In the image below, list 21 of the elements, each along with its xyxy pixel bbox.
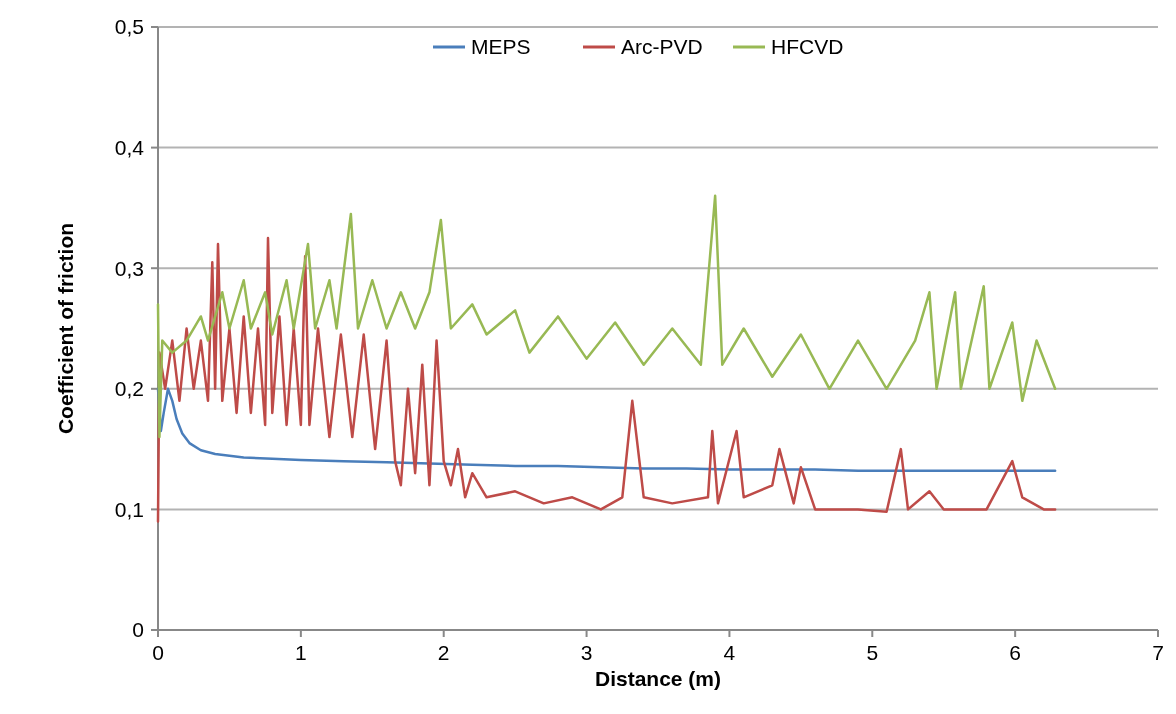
- x-tick-label: 2: [437, 641, 450, 664]
- x-tick-label: 7: [1152, 641, 1164, 664]
- line-series: [156, 194, 1057, 439]
- y-tick-label: 0,3: [114, 256, 144, 280]
- y-tick-label: 0: [132, 618, 144, 642]
- legend-label: Arc-PVD: [621, 35, 703, 59]
- legend-label: HFCVD: [771, 35, 844, 59]
- x-tick-label: 3: [580, 641, 593, 664]
- x-tick-label: 5: [866, 641, 879, 664]
- x-tick-label: 1: [295, 641, 307, 664]
- y-tick-label: 0,1: [114, 497, 144, 521]
- x-axis-title: Distance (m): [594, 667, 722, 690]
- legend-label: MEPS: [471, 35, 531, 59]
- x-tick-label: 0: [152, 641, 164, 664]
- line-series: [156, 236, 1057, 523]
- x-tick-label: 6: [1009, 641, 1021, 664]
- y-axis-title: Coefficient of friction: [54, 222, 77, 435]
- y-tick-label: 0,5: [114, 15, 144, 39]
- x-tick-label: 4: [723, 641, 736, 664]
- y-tick-label: 0,2: [114, 377, 144, 401]
- y-tick-label: 0,4: [114, 135, 145, 159]
